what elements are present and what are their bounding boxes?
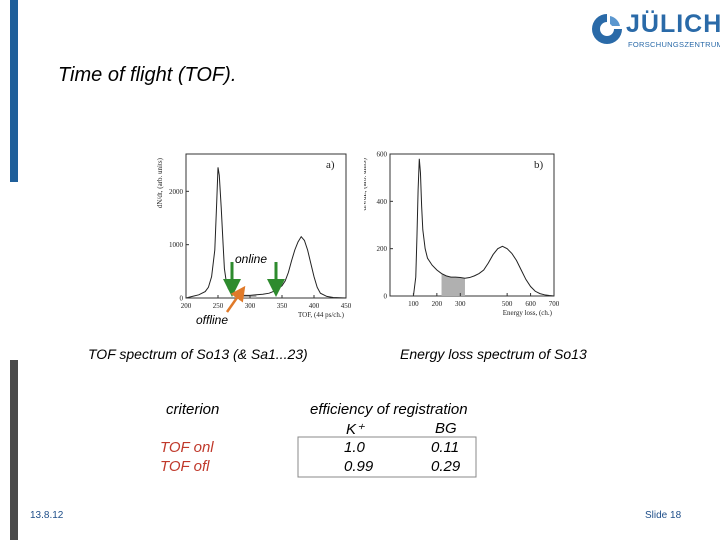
offline-label: offline: [196, 313, 229, 327]
tof-xlabel: TOF, (44 ps/ch.): [298, 311, 345, 319]
energy-frame: [389, 153, 555, 297]
tof-spectrum-plot: 200 250 300 350 400 450 0 1000 2000 TOF, (44 ps/c…: [148, 150, 360, 322]
accent-bar-bottom: [10, 360, 18, 540]
column-header-bg: BG: [435, 420, 457, 437]
tof-xtick-label: 350: [277, 302, 288, 310]
energy-ytick-label: 0: [384, 293, 388, 301]
cell-offline-k: 0.99: [344, 458, 374, 475]
energy-xtick-label: 300: [455, 300, 466, 308]
tof-xtick-label: 450: [341, 302, 352, 310]
energy-xtick-label: 600: [525, 300, 536, 308]
energy-series-line: [412, 158, 555, 297]
energy-xtick-label: 200: [432, 300, 443, 308]
tof-xtick-label: 300: [245, 302, 256, 310]
footer-date: 13.8.12: [30, 510, 64, 521]
tof-ytick-label: 0: [180, 295, 184, 303]
energy-caption: Energy loss spectrum of So13: [400, 346, 587, 362]
accent-bar-top: [10, 0, 18, 182]
logo-subtitle: FORSCHUNGSZENTRUM: [628, 40, 720, 49]
energy-shaded-region: [441, 273, 465, 296]
cell-online-k: 1.0: [344, 439, 365, 456]
cell-offline-bg: 0.29: [431, 458, 461, 475]
energy-ytick-label: 400: [377, 198, 388, 206]
tof-xtick-label: 250: [213, 302, 224, 310]
tof-xtick-label: 200: [181, 302, 192, 310]
tof-spectrum-svg: 200 250 300 350 400 450 0 1000 2000 TOF, (44 ps/c…: [156, 153, 352, 319]
energy-ylabel: dN/dE, (arb. units): [364, 157, 368, 210]
energy-ytick-label: 200: [377, 245, 388, 253]
energy-xtick-label: 100: [408, 300, 419, 308]
row-label-online: TOF onl: [160, 439, 214, 456]
juelich-logo: JÜLICH FORSCHUNGSZENTRUM: [588, 10, 720, 50]
slide-title: Time of flight (TOF).: [58, 64, 237, 86]
tof-ylabel: dN/dt, (arb. units): [156, 157, 164, 208]
cell-online-bg: 0.11: [431, 439, 460, 456]
tof-series-line: [185, 167, 347, 299]
logo-mark-icon: [592, 14, 622, 44]
tof-ytick-label: 2000: [169, 188, 184, 196]
energy-ytick-label: 600: [377, 151, 388, 159]
energy-xtick-label: 500: [502, 300, 513, 308]
logo-name: JÜLICH: [626, 10, 720, 38]
criterion-header: criterion: [166, 401, 220, 418]
tof-xtick-label: 400: [309, 302, 320, 310]
tof-frame: [185, 153, 347, 299]
column-header-k: K⁺: [346, 421, 364, 438]
tof-ytick-label: 1000: [169, 241, 184, 249]
energy-panel-label: b): [534, 159, 544, 171]
footer-slide-number: Slide 18: [645, 510, 682, 521]
energy-loss-plot: 100 200 300 500 600 700 0 200 400 600 Energy loss,…: [360, 148, 560, 322]
energy-xlabel: Energy loss, (ch.): [503, 309, 553, 317]
tof-panel-label: a): [326, 159, 335, 171]
efficiency-header: efficiency of registration: [310, 401, 468, 418]
tof-caption: TOF spectrum of So13 (& Sa1...23): [88, 346, 308, 362]
row-label-offline: TOF ofl: [160, 458, 210, 475]
energy-xtick-label: 700: [549, 300, 560, 308]
online-label: online: [235, 252, 268, 266]
